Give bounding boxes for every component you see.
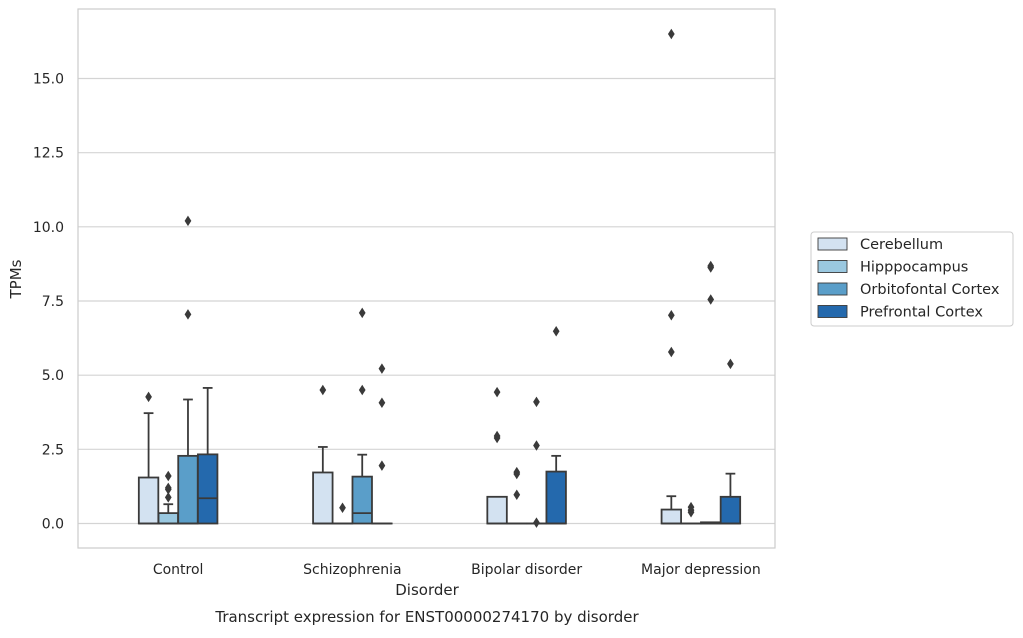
outlier-point [379, 460, 386, 471]
outlier-point [339, 503, 346, 514]
outlier-point [668, 347, 675, 358]
box-prefrontal-cortex [721, 359, 741, 524]
box-orbitofontal-cortex [178, 216, 198, 524]
outlier-point [494, 433, 501, 444]
outlier-point [513, 469, 520, 480]
y-tick-label: 0.0 [42, 517, 64, 533]
outlier-point [359, 308, 366, 319]
legend-label: Orbitofontal Cortex [860, 282, 1000, 298]
legend-swatch [818, 283, 847, 295]
legend-label: Prefrontal Cortex [860, 305, 983, 321]
outlier-point [379, 398, 386, 409]
legend-swatch [818, 238, 847, 250]
outlier-point [165, 471, 172, 482]
outlier-point [145, 392, 152, 403]
box-series [139, 29, 740, 528]
legend-swatch [818, 306, 847, 318]
x-tick-label: Schizophrenia [303, 562, 401, 578]
y-tick-label: 10.0 [33, 220, 64, 236]
outlier-point [668, 310, 675, 321]
x-tick-label: Bipolar disorder [471, 562, 582, 578]
y-tick-label: 5.0 [42, 368, 64, 384]
outlier-point [668, 29, 675, 40]
box-body [178, 456, 198, 524]
box-hipppocampus [333, 503, 353, 524]
outlier-point [513, 489, 520, 500]
outlier-point [165, 492, 172, 503]
outlier-point [359, 385, 366, 396]
box-hipppocampus [159, 471, 179, 524]
box-hipppocampus [681, 502, 701, 524]
box-body [487, 497, 507, 524]
y-axis-label: TPMs [7, 259, 25, 299]
outlier-point [533, 517, 540, 528]
box-prefrontal-cortex [372, 363, 392, 523]
box-body [546, 472, 566, 524]
box-orbitofontal-cortex [527, 397, 547, 528]
box-orbitofontal-cortex [352, 308, 372, 524]
box-body [313, 472, 333, 523]
box-body [139, 478, 159, 524]
outlier-point [553, 326, 560, 337]
chart-caption: Transcript expression for ENST0000027417… [214, 608, 639, 626]
outlier-point [533, 397, 540, 408]
box-prefrontal-cortex [198, 388, 218, 524]
outlier-point [707, 262, 714, 273]
x-tick-label: Major depression [641, 562, 761, 578]
outlier-point [727, 359, 734, 370]
y-axis-ticks: 0.0 2.5 5.0 7.5 10.0 12.5 15.0 [33, 72, 64, 533]
x-tick-label: Control [153, 562, 204, 578]
y-tick-label: 2.5 [42, 442, 64, 458]
outlier-point [707, 294, 714, 305]
box-body [198, 454, 218, 523]
x-axis-label: Disorder [395, 581, 459, 599]
box-body [662, 510, 682, 524]
outlier-point [379, 363, 386, 374]
box-orbitofontal-cortex [701, 261, 721, 524]
y-tick-label: 12.5 [33, 146, 64, 162]
box-body [159, 513, 179, 523]
legend-swatch [818, 261, 847, 273]
box-hipppocampus [507, 467, 527, 524]
outlier-point [185, 216, 192, 227]
outlier-point [185, 309, 192, 320]
legend: Cerebellum Hipppocampus Orbitofontal Corte… [811, 232, 1013, 326]
y-tick-label: 15.0 [33, 72, 64, 88]
x-axis-ticks: Control Schizophrenia Bipolar disorder Majo… [153, 562, 761, 578]
box-cerebellum [487, 387, 507, 524]
box-cerebellum [139, 392, 159, 524]
outlier-point [494, 387, 501, 398]
box-body [352, 477, 372, 524]
legend-label: Hipppocampus [860, 260, 968, 276]
outlier-point [319, 385, 326, 396]
box-cerebellum [313, 385, 333, 524]
box-prefrontal-cortex [546, 326, 566, 523]
box-body [721, 497, 741, 524]
y-tick-label: 7.5 [42, 294, 64, 310]
legend-label: Cerebellum [860, 237, 943, 253]
